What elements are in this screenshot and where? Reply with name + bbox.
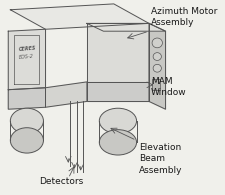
Ellipse shape	[10, 128, 43, 153]
Circle shape	[153, 64, 161, 72]
Text: Elevation
Beam
Assembly: Elevation Beam Assembly	[138, 143, 181, 175]
Polygon shape	[148, 23, 165, 109]
Text: CERES: CERES	[18, 45, 36, 52]
Polygon shape	[87, 23, 165, 31]
Ellipse shape	[99, 108, 136, 134]
Text: Detectors: Detectors	[39, 177, 83, 186]
Polygon shape	[45, 82, 87, 107]
Polygon shape	[8, 29, 45, 90]
Polygon shape	[87, 82, 148, 101]
Bar	[151, 79, 160, 90]
Text: Azimuth Motor
Assembly: Azimuth Motor Assembly	[150, 7, 216, 27]
Text: MAM
Window: MAM Window	[150, 77, 186, 97]
Ellipse shape	[99, 130, 136, 155]
Polygon shape	[10, 4, 148, 29]
Text: EOS-2: EOS-2	[18, 53, 34, 59]
Circle shape	[153, 53, 161, 60]
Ellipse shape	[10, 108, 43, 134]
Polygon shape	[8, 88, 45, 109]
Circle shape	[151, 38, 162, 48]
Polygon shape	[87, 23, 148, 82]
